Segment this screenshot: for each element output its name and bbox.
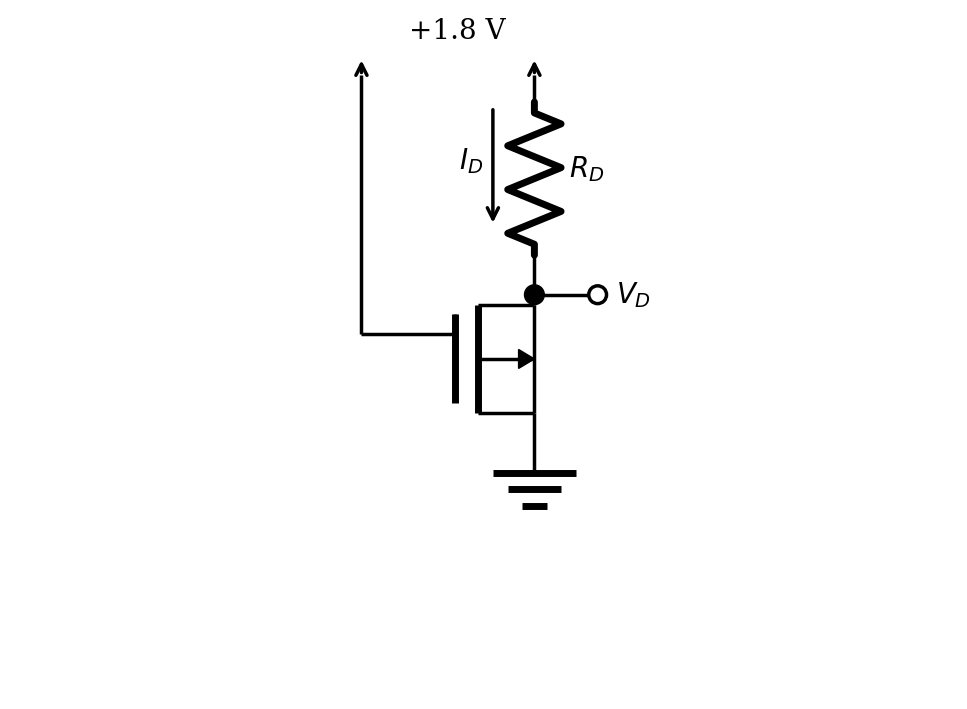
Text: $I_D$: $I_D$ [458,146,483,177]
Text: $R_D$: $R_D$ [569,154,604,184]
Polygon shape [518,350,535,369]
Text: +1.8 V: +1.8 V [409,18,506,45]
Text: $V_D$: $V_D$ [616,280,652,310]
Circle shape [524,285,544,305]
